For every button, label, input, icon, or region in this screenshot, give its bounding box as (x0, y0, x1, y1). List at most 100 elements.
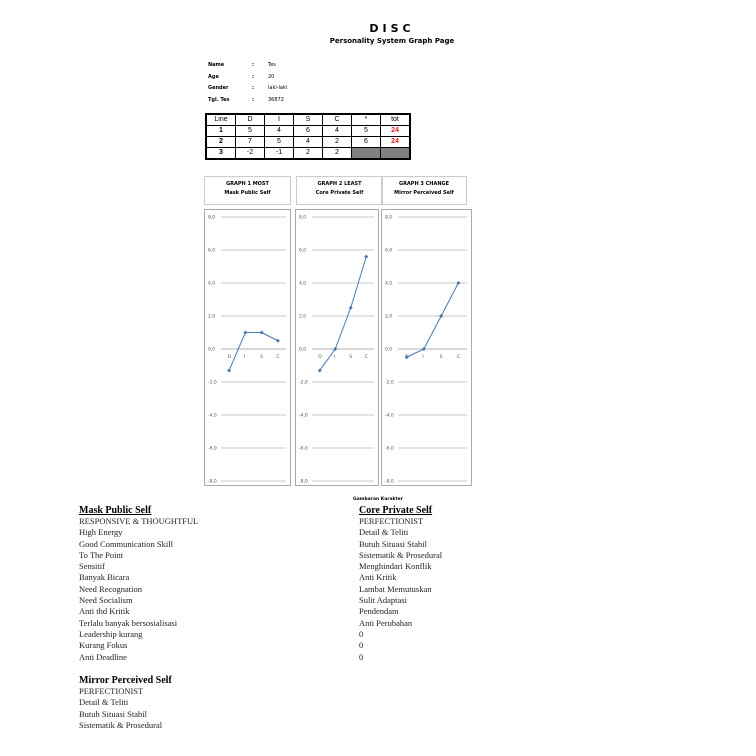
column-header: S (293, 113, 323, 126)
trait-item: Anti Deadline (79, 651, 127, 662)
trait-item: Sulit Adaptasi (359, 595, 407, 606)
data-point (456, 281, 461, 285)
data-point (348, 305, 353, 310)
mask-heading: Mask Public Self (79, 505, 152, 516)
table-cell: 2 (322, 136, 352, 148)
data-point (227, 368, 232, 373)
graph-subtitle: Mask Public Self (224, 190, 271, 196)
trait-item: 0 (359, 651, 364, 662)
column-header: C (322, 113, 352, 126)
info-label: Name (208, 62, 225, 68)
x-tick-label: I (422, 354, 423, 360)
trait-item: Sensitif (79, 561, 105, 572)
y-tick-label: 4,0 (299, 281, 306, 287)
x-tick-label: S (440, 354, 443, 360)
table-cell: 5 (351, 125, 381, 137)
column-header: I (264, 113, 294, 126)
graph-header: GRAPH 1 MOST Mask Public Self (204, 176, 291, 205)
table-cell: 5 (235, 125, 265, 137)
trait-item: Anti Perubahan (359, 617, 413, 628)
info-value: laki-laki (268, 85, 288, 91)
table-cell: 7 (235, 136, 265, 148)
y-tick-label: 2,0 (208, 314, 215, 320)
x-tick-label: C (276, 354, 279, 360)
info-label: Gender (208, 85, 229, 91)
y-tick-label: -2,0 (385, 380, 394, 386)
table-cell: 5 (264, 136, 294, 148)
trait-item: Anti thd Kritik (79, 606, 130, 617)
trait-item: To The Point (79, 549, 124, 560)
trait-item: 0 (359, 628, 364, 639)
table-cell: 6 (351, 136, 381, 148)
data-point (317, 368, 322, 373)
info-label: Tgl. Tes (208, 96, 230, 103)
table-cell: 6 (293, 125, 323, 137)
x-tick-label: I (334, 354, 335, 360)
y-tick-label: -4,0 (208, 413, 217, 419)
table-cell: -2 (235, 147, 265, 160)
y-tick-label: 8,0 (208, 215, 215, 221)
trait-item: 0 (359, 640, 364, 651)
trait-item: PERFECTIONIST (79, 686, 144, 696)
trait-item: Sistematik & Prosedural (79, 719, 163, 730)
table-cell: 2 (322, 147, 352, 160)
chart: 8,0 6,0 4,0 2,0 0,0 -2,0 -4,0 -6,0 -8,0 D I S C (204, 209, 291, 486)
table-cell: 4 (322, 125, 352, 137)
data-point (439, 314, 444, 318)
graph-title: GRAPH 1 MOST (226, 181, 269, 187)
y-tick-label: 0,0 (385, 347, 392, 353)
y-tick-label: 0,0 (208, 347, 215, 353)
table-cell: 24 (380, 125, 411, 137)
graph-title: GRAPH 3 CHANGE (398, 181, 450, 187)
info-separator: : (252, 96, 254, 103)
series-line (228, 332, 279, 371)
trait-item: Anti Kritik (359, 572, 397, 583)
y-tick-label: 8,0 (385, 215, 392, 221)
y-tick-label: -6,0 (208, 446, 217, 452)
column-header: Line (205, 113, 236, 126)
trait-item: Menghindari Konflik (359, 561, 432, 572)
y-tick-label: -4,0 (385, 413, 394, 419)
x-tick-label: C (365, 354, 368, 360)
y-tick-label: -6,0 (299, 446, 308, 452)
x-tick-label: S (260, 354, 263, 360)
info-label: Age (208, 73, 219, 80)
info-value: 36872 (268, 96, 284, 103)
table-row: 2 7 5 4 2 6 24 (205, 136, 411, 148)
data-point (333, 347, 338, 351)
data-point (364, 254, 369, 259)
column-header: * (351, 113, 381, 126)
info-separator: : (252, 62, 254, 68)
y-tick-label: 4,0 (208, 281, 215, 287)
data-point (243, 330, 248, 335)
table-cell: 24 (380, 136, 411, 148)
mirror-section: Mirror Perceived Self PERFECTIONIST Detai… (79, 675, 172, 731)
table-cell: 2 (205, 136, 236, 148)
core-heading: Core Private Self (359, 505, 433, 516)
trait-item: Need Recognation (79, 583, 143, 594)
y-tick-label: -8,0 (385, 479, 394, 485)
trait-item: High Energy (79, 527, 123, 538)
trait-item: Lambat Memutuskan (359, 583, 432, 594)
score-table: Line D I S C * tot 1 5 4 6 4 5 24 2 7 5 4 2 6 24 3 -2 -1 2 2 (205, 113, 411, 160)
trait-item: Banyak Bicara (79, 572, 130, 583)
table-cell: 3 (205, 147, 236, 160)
trait-item: Terlalu banyak bersosialisasi (79, 617, 178, 628)
series-line (319, 256, 367, 371)
trait-item: Leadership kurang (79, 628, 143, 639)
y-tick-label: 6,0 (208, 248, 215, 254)
info-separator: : (252, 85, 254, 91)
table-cell: 2 (293, 147, 323, 160)
table-cell: 4 (293, 136, 323, 148)
y-tick-label: -2,0 (208, 380, 217, 386)
table-cell: 1 (205, 125, 236, 137)
y-tick-label: 6,0 (385, 248, 392, 254)
y-tick-label: 8,0 (299, 215, 306, 221)
data-point (404, 355, 409, 360)
y-tick-label: -6,0 (385, 446, 394, 452)
table-cell: -1 (264, 147, 294, 160)
y-tick-label: 0,0 (299, 347, 306, 353)
